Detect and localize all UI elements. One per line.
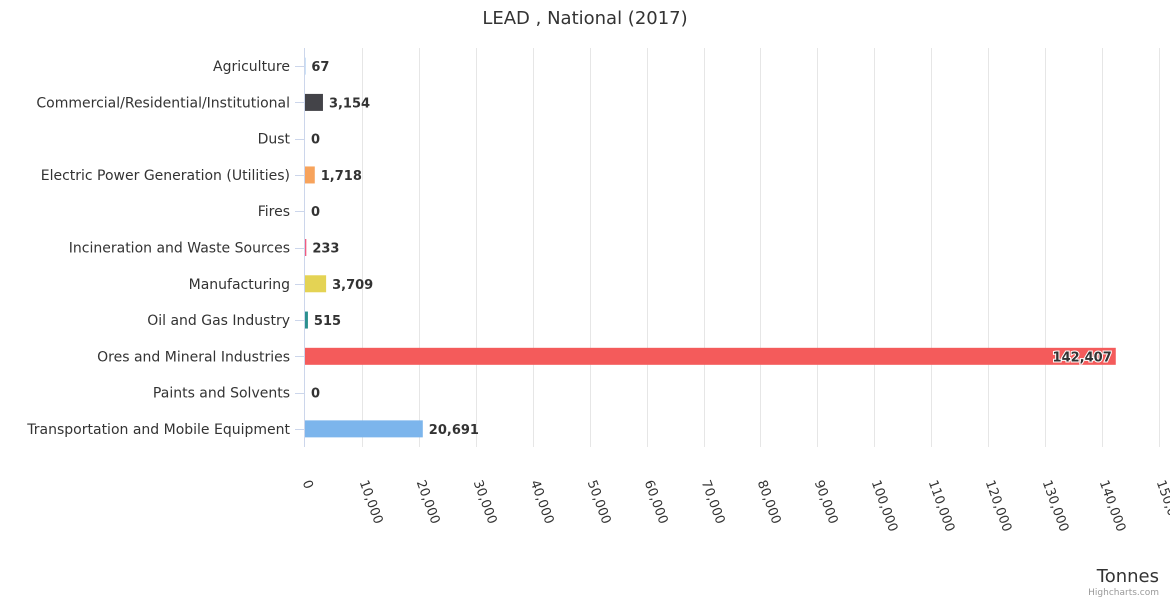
data-label: 3,154	[329, 96, 370, 111]
bar	[305, 347, 1116, 365]
data-label: 0	[311, 133, 320, 148]
category-label: Manufacturing	[189, 277, 290, 293]
data-label: 20,691	[429, 423, 479, 438]
category-label: Commercial/Residential/Institutional	[36, 95, 290, 111]
category-label: Electric Power Generation (Utilities)	[41, 168, 290, 184]
data-labels: 67 3,154 0 1,718 0 233 3,709 515 142,407 0 20,691	[311, 60, 1113, 438]
credits-link[interactable]: Highcharts.com	[1088, 588, 1159, 598]
data-label: 0	[311, 205, 320, 220]
data-label: 3,709	[332, 278, 373, 293]
data-label: 515	[314, 314, 341, 329]
category-label: Paints and Solvents	[153, 386, 290, 402]
value-axis-title: Tonnes	[1096, 566, 1159, 587]
bar	[305, 311, 308, 329]
bar	[305, 166, 315, 184]
category-label: Incineration and Waste Sources	[69, 241, 290, 257]
category-label: Fires	[258, 204, 290, 220]
data-label: 0	[311, 387, 320, 402]
category-label: Agriculture	[213, 59, 290, 75]
category-label: Ores and Mineral Industries	[97, 349, 290, 365]
data-label: 67	[311, 60, 329, 75]
category-axis: Agriculture Commercial/Residential/Instit…	[26, 48, 305, 447]
data-label: 233	[312, 242, 339, 257]
gridlines	[362, 48, 1160, 447]
bars	[305, 57, 1116, 438]
bar	[305, 420, 423, 438]
category-label: Oil and Gas Industry	[147, 313, 290, 329]
bar	[305, 239, 307, 256]
bar	[305, 275, 327, 293]
bar	[305, 93, 323, 111]
chart-title: LEAD , National (2017)	[482, 8, 687, 29]
data-label: 1,718	[321, 169, 362, 184]
category-label: Dust	[258, 132, 291, 148]
data-label: 142,407	[1053, 350, 1112, 365]
category-label: Transportation and Mobile Equipment	[26, 422, 290, 438]
